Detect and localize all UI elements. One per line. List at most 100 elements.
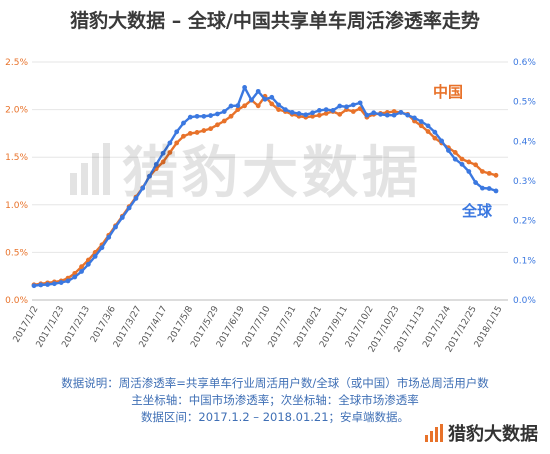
data-point [350, 109, 356, 114]
y-left-tick-label: 2.0% [5, 106, 28, 116]
data-point [119, 215, 125, 220]
y-right-tick-label: 0.4% [513, 137, 536, 147]
data-point [350, 102, 356, 108]
data-point [45, 282, 50, 287]
data-point [235, 107, 241, 112]
y-right-tick-label: 0.5% [513, 98, 536, 108]
data-point [316, 107, 322, 113]
y-right-tick-label: 0.1% [513, 256, 536, 266]
brand-logo: 猎豹大数据 [425, 420, 538, 446]
data-point [310, 113, 315, 119]
data-point [466, 169, 472, 174]
data-point [235, 103, 241, 109]
data-point [181, 133, 186, 139]
data-point [493, 172, 499, 178]
series-layer [31, 84, 499, 289]
data-point [337, 103, 343, 109]
data-point [106, 234, 112, 240]
data-point [466, 159, 472, 165]
data-point [160, 159, 166, 165]
data-point [323, 107, 329, 112]
data-point [425, 129, 431, 134]
data-point [208, 126, 214, 132]
data-point [432, 135, 438, 141]
data-point [228, 103, 234, 109]
data-point [473, 162, 479, 168]
x-tick-label: 2017/1/2 [12, 305, 41, 345]
data-point [323, 111, 329, 116]
series-label: 中国 [433, 83, 463, 101]
data-point [480, 169, 485, 174]
data-point [432, 129, 438, 135]
data-point [113, 224, 118, 230]
data-point [38, 282, 44, 288]
data-point [289, 109, 295, 115]
data-point [181, 120, 186, 126]
y-left-tick-label: 0.0% [5, 296, 28, 306]
data-point [167, 150, 173, 155]
data-point [425, 123, 431, 129]
data-point [344, 104, 349, 110]
data-point [391, 112, 397, 118]
y-left-tick-label: 1.5% [5, 153, 28, 163]
data-point [215, 122, 220, 128]
data-point [391, 109, 397, 114]
data-note-range: 数据区间：2017.1.2 – 2018.01.21；安卓端数据。 [140, 410, 410, 424]
data-point [269, 101, 275, 107]
data-point [371, 110, 377, 116]
data-point [187, 131, 193, 136]
data-point [174, 129, 180, 135]
y-left-tick-label: 2.5% [5, 58, 28, 68]
data-point [269, 94, 275, 100]
data-point [153, 161, 159, 167]
data-point [85, 261, 91, 267]
watermark-text: 猎豹大数据 [122, 141, 422, 206]
data-point [493, 188, 499, 194]
y-axis-left: 0.0% 0.5% 1.0% 1.5% 2.0% 2.5% [5, 58, 28, 306]
data-point [378, 111, 383, 117]
data-point [398, 109, 404, 115]
y-left-tick-label: 0.5% [5, 248, 28, 258]
data-point [208, 113, 214, 118]
data-point [133, 196, 139, 201]
data-point [337, 111, 343, 117]
x-tick-label: 2017/5/8 [166, 304, 195, 344]
data-point [167, 140, 173, 146]
data-point [58, 280, 64, 285]
data-point [486, 170, 492, 176]
data-point [201, 113, 207, 119]
data-point [412, 115, 417, 121]
data-point [418, 123, 424, 129]
data-point [249, 97, 254, 103]
data-point [140, 185, 146, 191]
series-label: 全球 [461, 202, 493, 220]
data-point [255, 103, 261, 109]
data-point [228, 113, 234, 119]
y-right-tick-label: 0.3% [513, 177, 536, 187]
data-point [473, 180, 479, 185]
y-right-tick-label: 0.0% [513, 296, 536, 306]
data-point [242, 103, 248, 109]
y-axis-right: 0.0% 0.1% 0.2% 0.3% 0.4% 0.5% 0.6% [513, 58, 536, 306]
data-point [459, 161, 465, 167]
data-point [459, 156, 465, 162]
chart-title: 猎豹大数据 – 全球/中国共享单车周活渗透率走势 [70, 10, 480, 32]
data-point [72, 274, 78, 280]
x-axis: 2017/1/22017/1/232017/2/132017/3/62017/3… [12, 299, 508, 354]
data-point [65, 278, 71, 284]
data-point [316, 112, 322, 118]
data-point [330, 107, 336, 113]
data-point [194, 130, 200, 135]
data-point [92, 253, 98, 259]
data-point [452, 156, 458, 162]
data-point [418, 119, 424, 124]
data-point [310, 110, 315, 116]
data-point [194, 113, 200, 119]
data-point [255, 88, 261, 94]
data-point [276, 107, 281, 112]
data-point [201, 128, 207, 133]
data-point [79, 264, 84, 270]
data-point [79, 269, 84, 274]
y-right-tick-label: 0.6% [513, 58, 536, 68]
